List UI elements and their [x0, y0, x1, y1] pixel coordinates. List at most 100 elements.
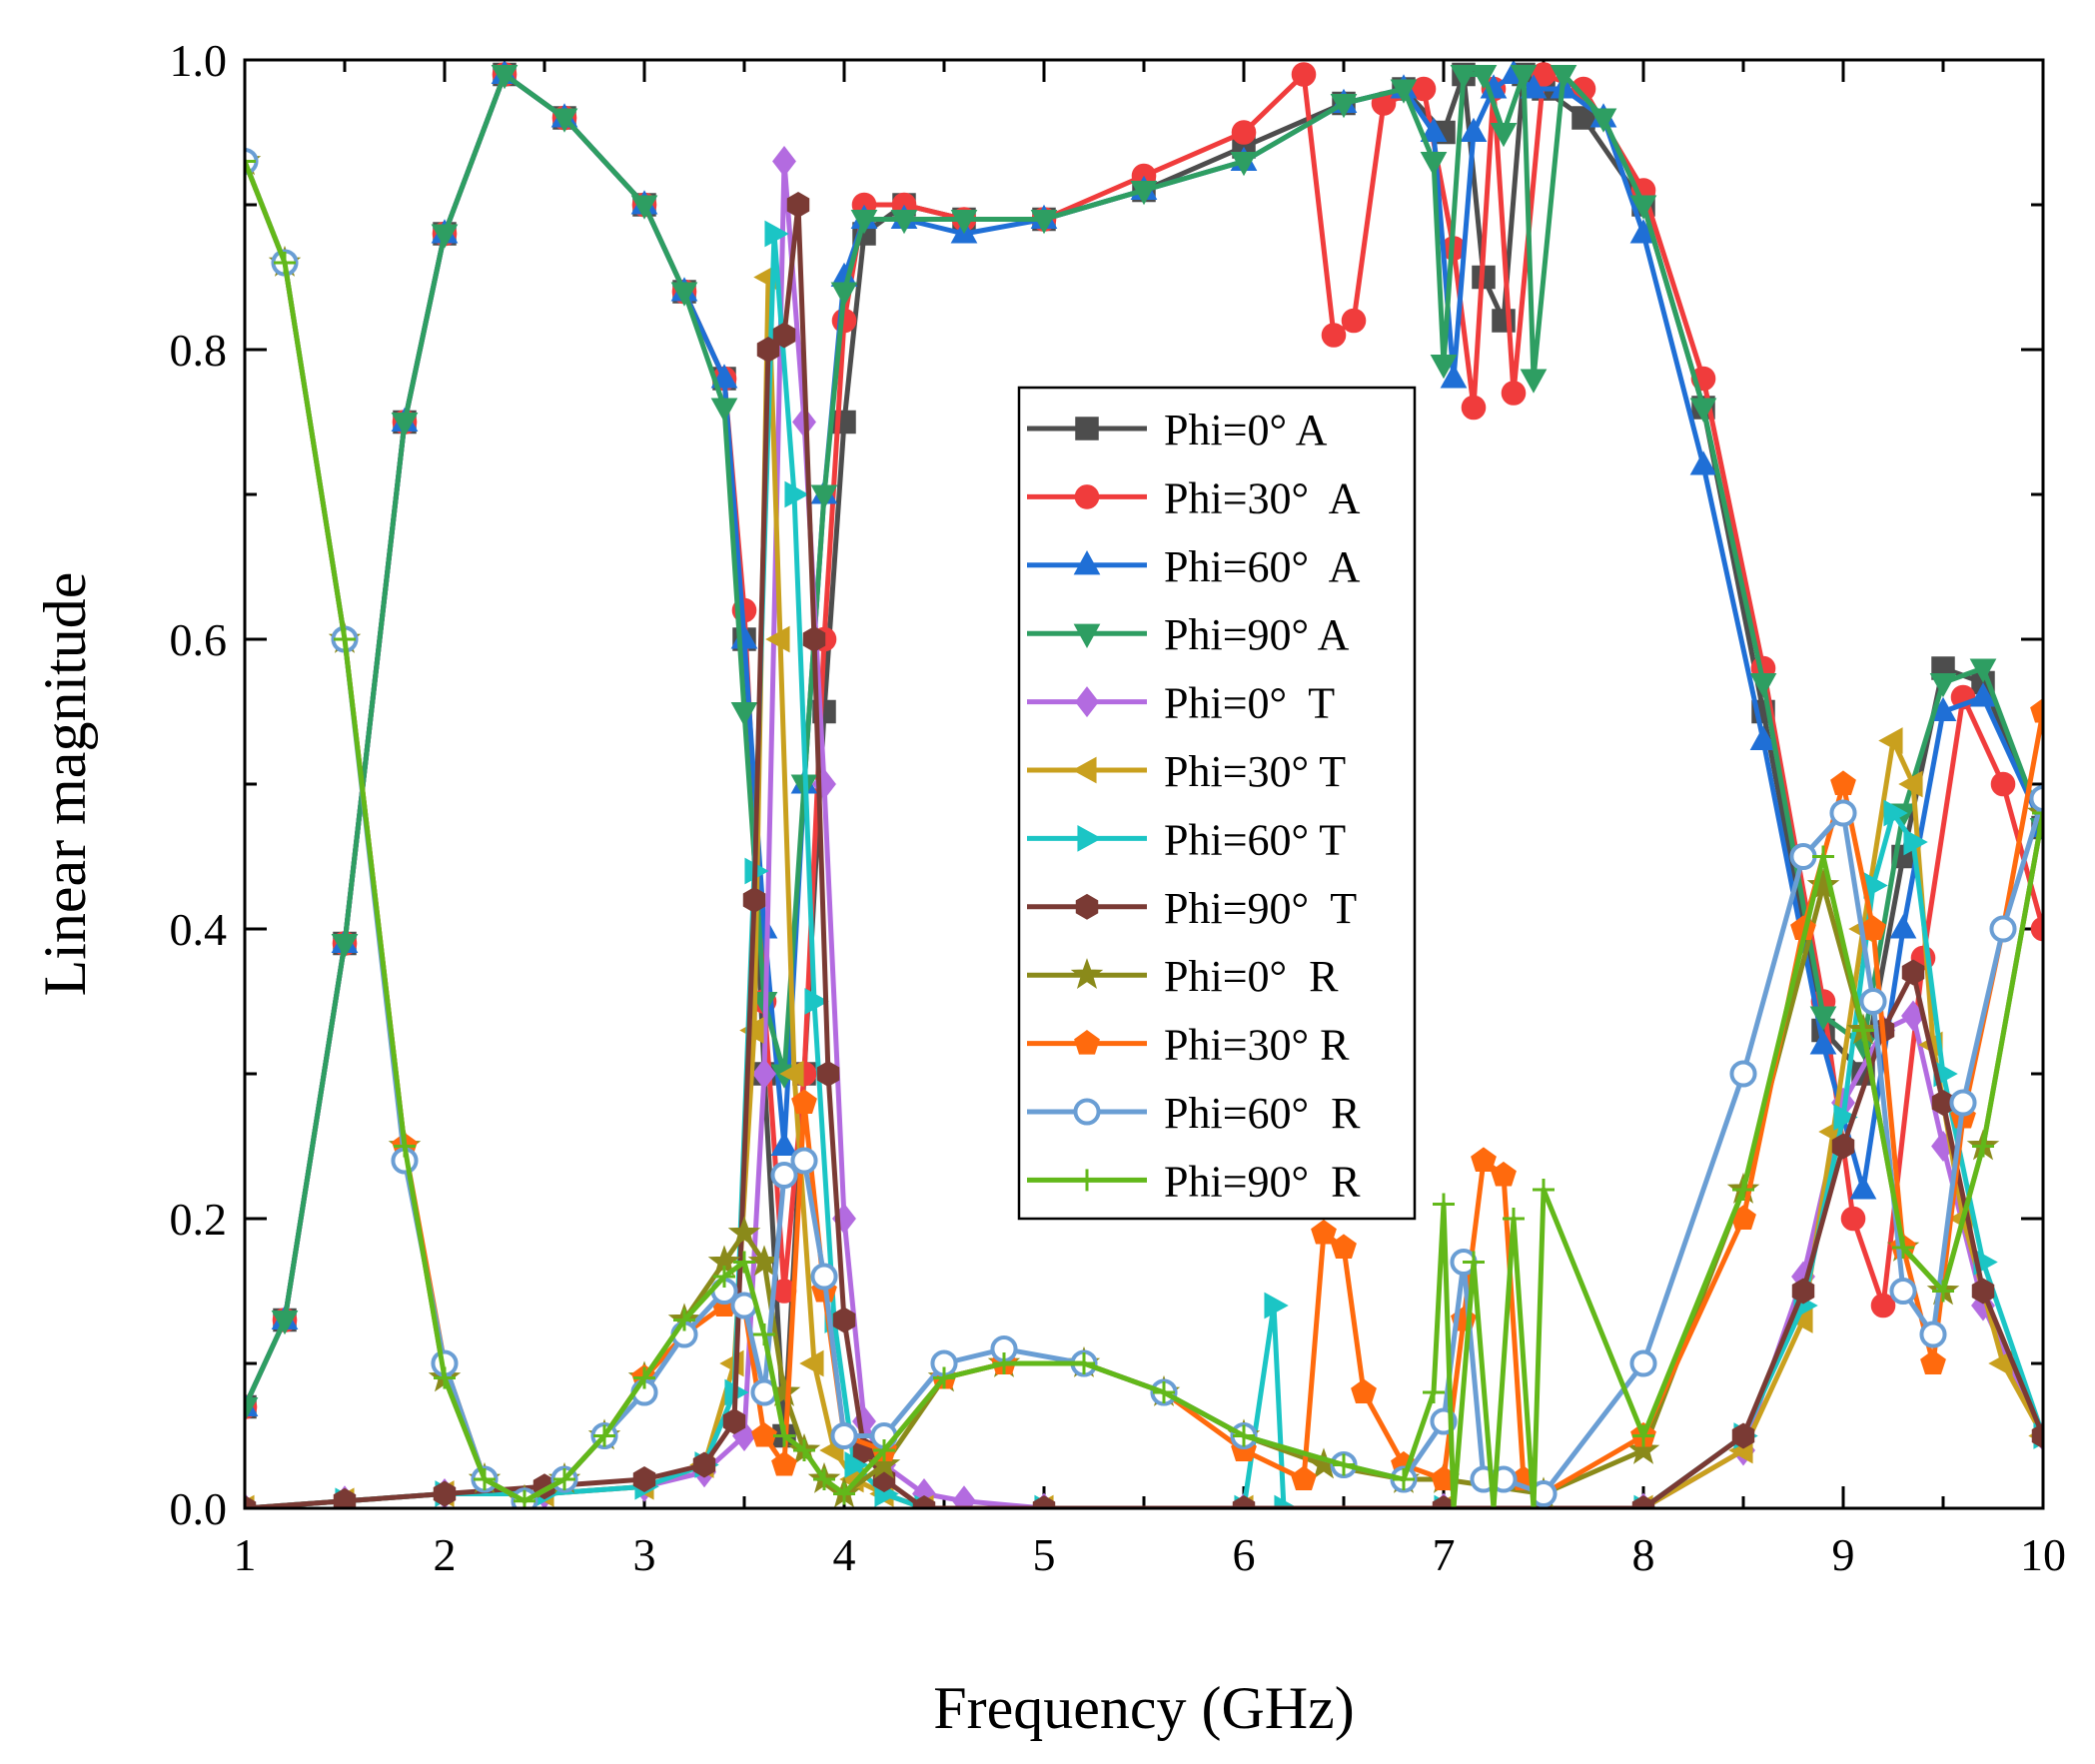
data-point — [810, 484, 838, 509]
data-point — [771, 1450, 797, 1476]
data-point — [1233, 1424, 1255, 1447]
y-tick-label: 0.2 — [170, 1194, 228, 1245]
legend-item: Phi=90° R — [1027, 1157, 1361, 1206]
data-point — [1471, 1147, 1497, 1172]
data-point — [790, 1147, 818, 1175]
data-point — [1341, 308, 1367, 334]
data-point — [1749, 725, 1777, 751]
data-point — [1520, 74, 1548, 99]
data-point — [933, 1366, 955, 1389]
data-point — [742, 887, 766, 913]
data-point — [1932, 1280, 1954, 1303]
data-point — [764, 220, 789, 248]
data-point — [1030, 209, 1058, 235]
data-point — [1812, 845, 1834, 868]
data-point — [791, 1089, 817, 1114]
data-point — [1461, 395, 1487, 421]
legend-item: Phi=0° R — [1027, 952, 1339, 1001]
data-point — [274, 252, 296, 274]
legend-label: Phi=60° A — [1164, 542, 1361, 591]
x-tick-label: 3 — [633, 1529, 656, 1580]
data-point — [245, 1495, 257, 1508]
data-point — [1626, 1432, 1660, 1464]
data-point — [830, 1421, 858, 1450]
data-point — [2030, 697, 2043, 723]
data-point — [1919, 1321, 1947, 1348]
legend-item: Phi=60° A — [1027, 542, 1361, 591]
data-point — [1789, 842, 1817, 871]
legend-item: Phi=60° R — [1027, 1089, 1361, 1138]
legend-item: Phi=30° R — [1027, 1021, 1350, 1070]
series-line — [245, 72, 2043, 1409]
data-point — [1831, 1133, 1855, 1160]
data-point — [786, 192, 810, 218]
legend-swatch-marker — [1076, 1169, 1098, 1192]
data-point — [1264, 1292, 1289, 1320]
data-point — [2032, 802, 2043, 824]
data-point — [890, 209, 918, 235]
y-tick-label: 0.4 — [170, 904, 228, 955]
data-point — [770, 1161, 798, 1190]
data-point — [1503, 1208, 1525, 1230]
data-point — [1523, 1497, 1545, 1508]
data-point — [1903, 828, 1928, 856]
legend-swatch-marker — [1072, 756, 1097, 784]
series-line — [245, 159, 2043, 1508]
data-point — [1073, 1352, 1095, 1374]
legend-label: Phi=60° T — [1164, 815, 1346, 864]
data-point — [593, 1424, 615, 1447]
data-point — [1901, 959, 1925, 986]
data-point — [830, 282, 858, 307]
data-point — [1731, 1422, 1755, 1449]
data-point — [727, 1216, 761, 1248]
legend-item: Phi=30° T — [1027, 747, 1346, 796]
data-point — [1571, 106, 1595, 130]
data-point — [1490, 122, 1518, 148]
data-point — [912, 1495, 936, 1508]
data-point — [245, 150, 256, 173]
data-point — [1969, 658, 1997, 683]
data-point — [1833, 1104, 1858, 1131]
legend-item: Phi=30° A — [1027, 473, 1361, 522]
data-point — [730, 701, 758, 727]
data-point — [1390, 79, 1418, 104]
data-point — [1589, 108, 1617, 133]
legend-label: Phi=0° A — [1164, 406, 1328, 454]
data-point — [1859, 987, 1887, 1016]
data-point — [1806, 868, 1840, 900]
data-point — [431, 224, 459, 249]
data-point — [1949, 1089, 1977, 1117]
y-tick-labels: 0.0 0.2 0.4 0.6 0.8 1.0 — [170, 35, 228, 1534]
legend-label: Phi=60° R — [1164, 1089, 1361, 1138]
data-point — [1550, 64, 1577, 90]
data-point — [710, 398, 738, 423]
data-point — [1501, 381, 1527, 406]
legend-item: Phi=60° T — [1027, 815, 1346, 864]
data-point — [784, 480, 809, 508]
data-point — [391, 412, 419, 438]
data-point — [765, 625, 790, 653]
data-point — [331, 933, 359, 959]
data-point — [550, 108, 578, 133]
data-point — [816, 1061, 840, 1087]
data-point — [1230, 151, 1258, 177]
data-point — [1463, 1251, 1485, 1274]
series-line — [245, 159, 2043, 1508]
data-point — [394, 1135, 416, 1158]
x-tick-label: 6 — [1233, 1529, 1256, 1580]
x-tick-label: 4 — [833, 1529, 856, 1580]
data-point — [1632, 1424, 1654, 1447]
data-point — [1420, 151, 1448, 177]
data-point — [1510, 64, 1538, 90]
data-point — [752, 1058, 776, 1090]
data-point — [713, 1266, 735, 1288]
data-point — [1291, 1465, 1317, 1490]
data-point — [333, 1487, 357, 1508]
data-point — [810, 1263, 838, 1291]
data-point — [1291, 62, 1317, 87]
data-point — [1420, 117, 1448, 143]
legend-swatch-marker — [1074, 1030, 1100, 1055]
data-point — [1830, 770, 1856, 795]
data-point — [1689, 398, 1717, 423]
legend-label: Phi=90° A — [1164, 610, 1350, 659]
